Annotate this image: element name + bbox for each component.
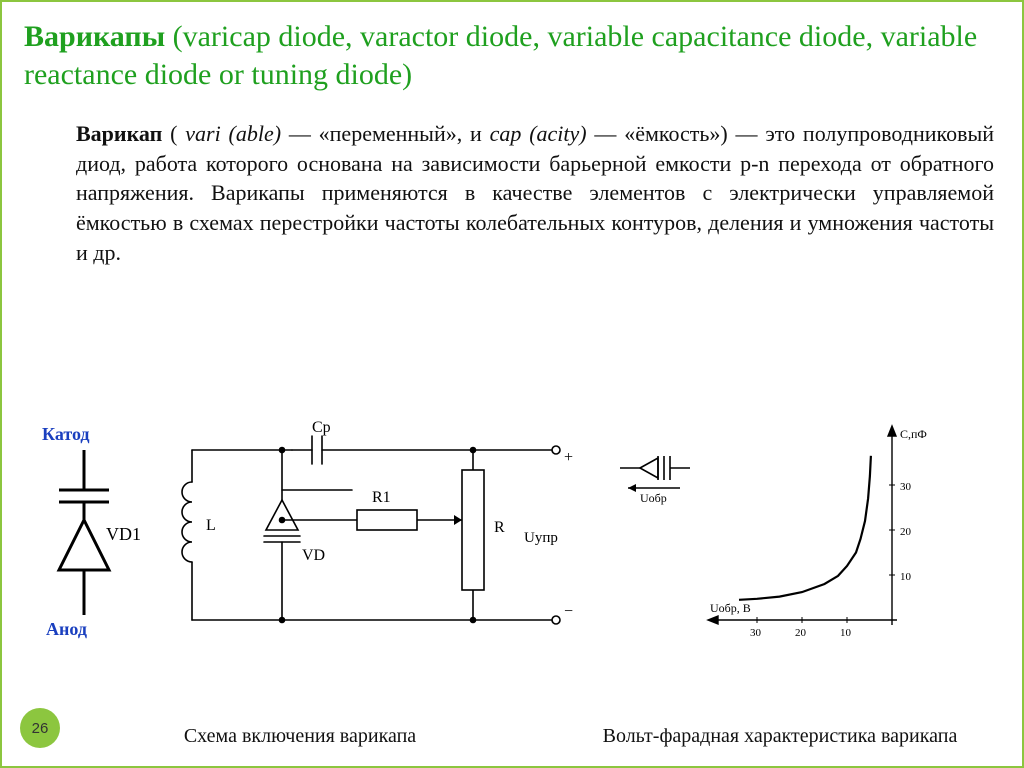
label-uctrl: Uупр [524, 530, 558, 546]
xtick-10: 10 [840, 627, 852, 639]
slide: Варикапы (varicap diode, varactor diode,… [0, 0, 1024, 768]
def-lead: Варикап [76, 121, 162, 146]
anode-label: Анод [46, 619, 87, 639]
definition-paragraph: Варикап ( vari (able) — «переменный», и … [24, 119, 1000, 267]
circuit-svg: Cр R1 L VD R Uупр + − [162, 420, 582, 650]
ytick-30: 30 [900, 481, 912, 493]
label-minus: − [564, 603, 573, 620]
varicap-symbol-svg: Катод VD1 Анод [24, 420, 152, 650]
cathode-label: Катод [42, 424, 90, 444]
arrow-label: Uобр [640, 491, 667, 505]
vc-chart: Uобр [592, 420, 972, 655]
page-number-badge: 26 [20, 708, 60, 748]
label-l: L [206, 517, 216, 534]
x-axis-label: Uобр, В [710, 601, 751, 615]
title-lead: Варикапы [24, 20, 165, 53]
captions-row: 26 Схема включения варикапа Вольт-фарадн… [2, 708, 1022, 748]
caption-circuit: Схема включения варикапа [100, 725, 500, 748]
label-vd: VD [302, 547, 325, 564]
circuit-diagram: Cр R1 L VD R Uупр + − [162, 420, 582, 655]
xtick-30: 30 [750, 627, 762, 639]
label-plus: + [564, 449, 573, 466]
refdes-label: VD1 [106, 524, 141, 544]
varicap-symbol-diagram: Катод VD1 Анод [24, 420, 152, 655]
caption-chart: Вольт-фарадная характеристика варикапа [570, 725, 990, 748]
label-r: R [494, 519, 505, 536]
figures-row: Катод VD1 Анод [24, 420, 1000, 655]
ytick-20: 20 [900, 526, 912, 538]
xtick-20: 20 [795, 627, 807, 639]
slide-title: Варикапы (varicap diode, varactor diode,… [24, 18, 1000, 93]
vc-curve [739, 456, 871, 600]
y-axis-label: С,пФ [900, 427, 927, 441]
label-r1: R1 [372, 489, 391, 506]
ytick-10: 10 [900, 571, 912, 583]
vc-chart-svg: Uобр [592, 420, 972, 650]
varicap-mini-icon [620, 456, 690, 492]
title-rest: (varicap diode, varactor diode, variable… [24, 20, 977, 91]
label-cp: Cр [312, 420, 331, 436]
